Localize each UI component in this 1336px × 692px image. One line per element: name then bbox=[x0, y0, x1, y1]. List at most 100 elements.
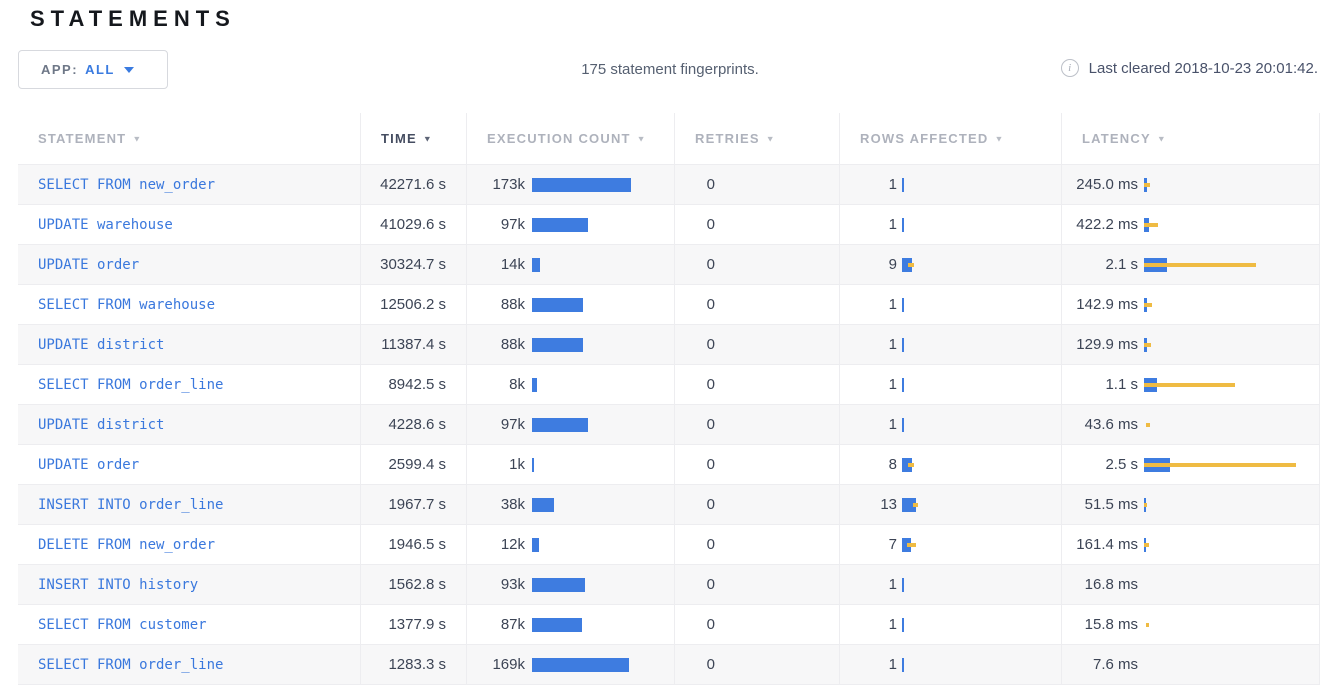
retries-value: 0 bbox=[706, 336, 715, 353]
table-row: UPDATE order 2599.4 s 1k 0 8 2.5 s bbox=[18, 445, 1319, 485]
table-row: UPDATE warehouse 41029.6 s 97k 0 1 422.2… bbox=[18, 205, 1319, 245]
rows-affected-bar-blue bbox=[902, 297, 904, 312]
rows-affected-value: 1 bbox=[888, 376, 897, 393]
rows-affected-bar-blue bbox=[902, 257, 912, 272]
execution-count-value: 88k bbox=[500, 336, 525, 353]
retries-value: 0 bbox=[706, 576, 715, 593]
statement-count-summary: 175 statement fingerprints. bbox=[581, 61, 759, 78]
time-value: 1377.9 s bbox=[361, 605, 467, 644]
statement-link[interactable]: SELECT FROM warehouse bbox=[38, 296, 216, 313]
retries-value: 0 bbox=[706, 176, 715, 193]
latency-bar-yellow bbox=[1146, 422, 1150, 427]
info-icon[interactable]: i bbox=[1060, 59, 1079, 77]
statement-link[interactable]: SELECT FROM order_line bbox=[38, 656, 224, 673]
rows-affected-value: 9 bbox=[888, 256, 897, 273]
statement-link[interactable]: SELECT FROM customer bbox=[38, 616, 207, 633]
statement-link[interactable]: UPDATE warehouse bbox=[38, 216, 173, 233]
latency-value: 16.8 ms bbox=[1084, 576, 1138, 593]
execution-count-bar bbox=[532, 337, 583, 352]
statement-link[interactable]: DELETE FROM new_order bbox=[38, 536, 216, 553]
retries-value: 0 bbox=[706, 216, 715, 233]
table-row: UPDATE order 30324.7 s 14k 0 9 2.1 s bbox=[18, 245, 1319, 285]
statement-link[interactable]: UPDATE order bbox=[38, 256, 140, 273]
execution-count-bar bbox=[532, 497, 554, 512]
execution-count-value: 38k bbox=[500, 496, 525, 513]
latency-value: 2.5 s bbox=[1105, 456, 1138, 473]
rows-affected-bar-blue bbox=[902, 657, 904, 672]
table-row: SELECT FROM new_order 42271.6 s 173k 0 1… bbox=[18, 165, 1319, 205]
execution-count-bar bbox=[532, 297, 583, 312]
execution-count-value: 87k bbox=[500, 616, 525, 633]
table-row: UPDATE district 4228.6 s 97k 0 1 43.6 ms bbox=[18, 405, 1319, 445]
latency-value: 161.4 ms bbox=[1076, 536, 1138, 553]
time-value: 42271.6 s bbox=[361, 165, 467, 204]
statement-link[interactable]: UPDATE district bbox=[38, 416, 165, 433]
latency-value: 1.1 s bbox=[1105, 376, 1138, 393]
rows-affected-value: 1 bbox=[888, 336, 897, 353]
latency-value: 2.1 s bbox=[1105, 256, 1138, 273]
table-row: INSERT INTO history 1562.8 s 93k 0 1 16.… bbox=[18, 565, 1319, 605]
sort-arrow-icon: ▼ bbox=[765, 134, 776, 143]
rows-affected-value: 1 bbox=[888, 176, 897, 193]
retries-value: 0 bbox=[706, 456, 715, 473]
latency-value: 422.2 ms bbox=[1076, 216, 1138, 233]
latency-bar-yellow bbox=[1144, 382, 1235, 387]
execution-count-value: 93k bbox=[500, 576, 525, 593]
retries-value: 0 bbox=[706, 616, 715, 633]
execution-count-value: 169k bbox=[492, 656, 525, 673]
column-header-time[interactable]: TIME ▼ bbox=[361, 113, 467, 164]
rows-affected-value: 1 bbox=[888, 416, 897, 433]
rows-affected-bar-blue bbox=[902, 417, 904, 432]
statement-link[interactable]: INSERT INTO history bbox=[38, 576, 199, 593]
time-value: 1946.5 s bbox=[361, 525, 467, 564]
time-value: 1967.7 s bbox=[361, 485, 467, 524]
column-header-latency[interactable]: LATENCY ▼ bbox=[1082, 131, 1167, 146]
retries-value: 0 bbox=[706, 416, 715, 433]
statements-table: STATEMENT ▼ TIME ▼ EXECUTION COUNT ▼ RET… bbox=[18, 113, 1320, 685]
page-title: STATEMENTS bbox=[30, 6, 236, 31]
table-row: SELECT FROM warehouse 12506.2 s 88k 0 1 … bbox=[18, 285, 1319, 325]
latency-value: 15.8 ms bbox=[1084, 616, 1138, 633]
rows-affected-value: 1 bbox=[888, 616, 897, 633]
rows-affected-value: 7 bbox=[888, 536, 897, 553]
retries-value: 0 bbox=[706, 496, 715, 513]
latency-value: 129.9 ms bbox=[1076, 336, 1138, 353]
table-body: SELECT FROM new_order 42271.6 s 173k 0 1… bbox=[18, 165, 1319, 685]
column-header-retries[interactable]: RETRIES ▼ bbox=[675, 113, 840, 164]
column-header-execution-count[interactable]: EXECUTION COUNT ▼ bbox=[467, 113, 675, 164]
latency-value: 43.6 ms bbox=[1084, 416, 1138, 433]
column-header-rows-affected[interactable]: ROWS AFFECTED ▼ bbox=[840, 113, 1062, 164]
execution-count-bar bbox=[532, 377, 537, 392]
rows-affected-value: 13 bbox=[880, 496, 897, 513]
time-value: 30324.7 s bbox=[361, 245, 467, 284]
statement-link[interactable]: UPDATE order bbox=[38, 456, 140, 473]
statement-link[interactable]: INSERT INTO order_line bbox=[38, 496, 224, 513]
column-header-statement[interactable]: STATEMENT ▼ bbox=[18, 113, 361, 164]
rows-affected-value: 1 bbox=[888, 216, 897, 233]
retries-value: 0 bbox=[706, 296, 715, 313]
execution-count-value: 1k bbox=[509, 456, 525, 473]
table-row: INSERT INTO order_line 1967.7 s 38k 0 13… bbox=[18, 485, 1319, 525]
app-filter-label: APP: bbox=[41, 62, 79, 77]
rows-affected-bar-yellow bbox=[908, 462, 914, 467]
rows-affected-value: 1 bbox=[888, 656, 897, 673]
last-cleared-text: Last cleared 2018-10-23 20:01:42. bbox=[1088, 59, 1318, 77]
time-value: 4228.6 s bbox=[361, 405, 467, 444]
app-filter-dropdown[interactable]: APP: ALL bbox=[18, 50, 168, 89]
rows-affected-bar-yellow bbox=[913, 502, 918, 507]
table-row: SELECT FROM customer 1377.9 s 87k 0 1 15… bbox=[18, 605, 1319, 645]
table-header: STATEMENT ▼ TIME ▼ EXECUTION COUNT ▼ RET… bbox=[18, 113, 1319, 165]
statement-link[interactable]: SELECT FROM new_order bbox=[38, 176, 216, 193]
latency-value: 7.6 ms bbox=[1092, 656, 1138, 673]
rows-affected-bar-blue bbox=[902, 217, 904, 232]
statement-link[interactable]: UPDATE district bbox=[38, 336, 165, 353]
rows-affected-bar-blue bbox=[902, 177, 904, 192]
latency-bar-yellow bbox=[1144, 542, 1149, 547]
table-row: UPDATE district 11387.4 s 88k 0 1 129.9 … bbox=[18, 325, 1319, 365]
rows-affected-bar-blue bbox=[902, 537, 911, 552]
table-row: DELETE FROM new_order 1946.5 s 12k 0 7 1… bbox=[18, 525, 1319, 565]
time-value: 1562.8 s bbox=[361, 565, 467, 604]
statement-link[interactable]: SELECT FROM order_line bbox=[38, 376, 224, 393]
time-value: 11387.4 s bbox=[361, 325, 467, 364]
